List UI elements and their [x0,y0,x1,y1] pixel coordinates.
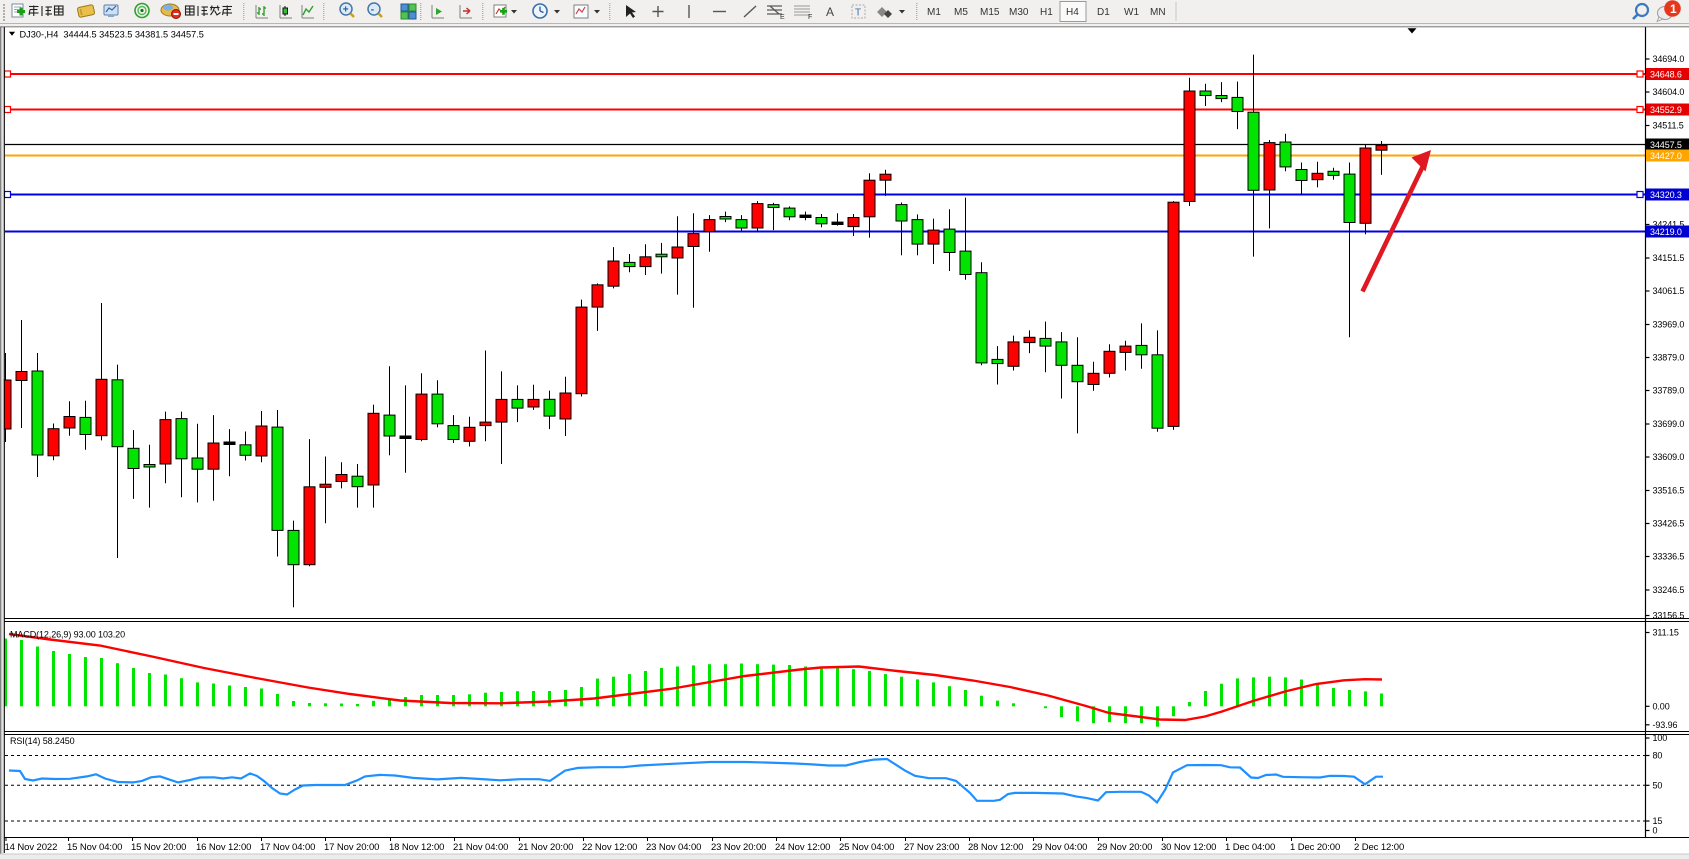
svg-text:MN: MN [1150,7,1166,18]
svg-text:RSI(14) 58.2450: RSI(14) 58.2450 [10,736,75,746]
svg-text:34061.5: 34061.5 [1653,286,1685,296]
svg-text:16 Nov 12:00: 16 Nov 12:00 [196,842,251,853]
svg-text:0.00: 0.00 [1653,701,1670,711]
svg-text:-: - [371,5,374,16]
svg-text:H4: H4 [1066,7,1079,18]
svg-text:DJ30-,H4 34444.5 34523.5 3438: DJ30-,H4 34444.5 34523.5 34381.5 34457.5 [20,29,204,39]
svg-text:34604.0: 34604.0 [1653,87,1685,97]
svg-text:H1: H1 [1040,7,1053,18]
svg-text:33246.5: 33246.5 [1653,585,1685,595]
svg-text:1: 1 [1670,2,1677,16]
svg-text:17 Nov 04:00: 17 Nov 04:00 [260,842,315,853]
svg-text:34552.9: 34552.9 [1650,105,1682,115]
svg-text:100: 100 [1653,733,1668,743]
svg-text:15 Nov 04:00: 15 Nov 04:00 [67,842,122,853]
svg-text:23 Nov 20:00: 23 Nov 20:00 [711,842,766,853]
svg-text:15 Nov 20:00: 15 Nov 20:00 [131,842,186,853]
svg-text:33789.0: 33789.0 [1653,386,1685,396]
svg-text:50: 50 [1653,780,1663,790]
svg-text:2 Dec 12:00: 2 Dec 12:00 [1354,842,1404,853]
svg-text:33879.0: 33879.0 [1653,353,1685,363]
svg-text:34457.5: 34457.5 [1650,140,1682,150]
svg-text:33609.0: 33609.0 [1653,452,1685,462]
svg-text:F: F [808,14,812,21]
svg-text:M15: M15 [980,7,1000,18]
svg-text:28 Nov 12:00: 28 Nov 12:00 [968,842,1023,853]
svg-text:33336.5: 33336.5 [1653,552,1685,562]
svg-text:M30: M30 [1009,7,1029,18]
svg-text:34427.0: 34427.0 [1650,151,1682,161]
svg-text:21 Nov 20:00: 21 Nov 20:00 [518,842,573,853]
svg-text:34511.5: 34511.5 [1653,121,1684,131]
svg-text:E: E [780,14,785,21]
svg-text:25 Nov 04:00: 25 Nov 04:00 [839,842,894,853]
svg-text:A: A [826,5,834,19]
svg-text:D1: D1 [1097,7,1110,18]
svg-text:29 Nov 20:00: 29 Nov 20:00 [1097,842,1152,853]
svg-text:17 Nov 20:00: 17 Nov 20:00 [324,842,379,853]
svg-text:23 Nov 04:00: 23 Nov 04:00 [646,842,701,853]
svg-text:34219.0: 34219.0 [1650,227,1682,237]
svg-text:34648.6: 34648.6 [1650,70,1682,80]
svg-text:1 Dec 20:00: 1 Dec 20:00 [1290,842,1340,853]
svg-text:311.15: 311.15 [1653,628,1679,638]
svg-text:24 Nov 12:00: 24 Nov 12:00 [775,842,830,853]
svg-text:33969.0: 33969.0 [1653,320,1685,330]
svg-text:30 Nov 12:00: 30 Nov 12:00 [1161,842,1216,853]
svg-text:34320.3: 34320.3 [1650,190,1682,200]
svg-text:21 Nov 04:00: 21 Nov 04:00 [453,842,508,853]
svg-text:-93.96: -93.96 [1653,720,1678,730]
svg-text:M5: M5 [954,7,968,18]
svg-text:+: + [343,5,349,16]
svg-text:34694.0: 34694.0 [1653,54,1685,64]
svg-text:29 Nov 04:00: 29 Nov 04:00 [1032,842,1087,853]
svg-text:T: T [855,8,861,19]
svg-text:15: 15 [1653,816,1663,826]
svg-text:18 Nov 12:00: 18 Nov 12:00 [389,842,444,853]
svg-text:MACD(12,26,9) 93.00 103.20: MACD(12,26,9) 93.00 103.20 [10,630,125,640]
svg-text:M1: M1 [927,7,941,18]
svg-text:33426.5: 33426.5 [1653,519,1685,529]
svg-text:14 Nov 2022: 14 Nov 2022 [5,842,58,853]
svg-text:80: 80 [1653,751,1663,761]
svg-text:34241.5: 34241.5 [1653,220,1685,230]
svg-text:27 Nov 23:00: 27 Nov 23:00 [904,842,959,853]
svg-text:0: 0 [1653,826,1658,836]
svg-text:33699.0: 33699.0 [1653,419,1685,429]
svg-text:W1: W1 [1124,7,1139,18]
svg-text:1 Dec 04:00: 1 Dec 04:00 [1225,842,1275,853]
svg-text:22 Nov 12:00: 22 Nov 12:00 [582,842,637,853]
svg-text:34151.5: 34151.5 [1653,253,1685,263]
svg-text:33516.5: 33516.5 [1653,486,1685,496]
svg-text:33156.5: 33156.5 [1653,611,1685,621]
